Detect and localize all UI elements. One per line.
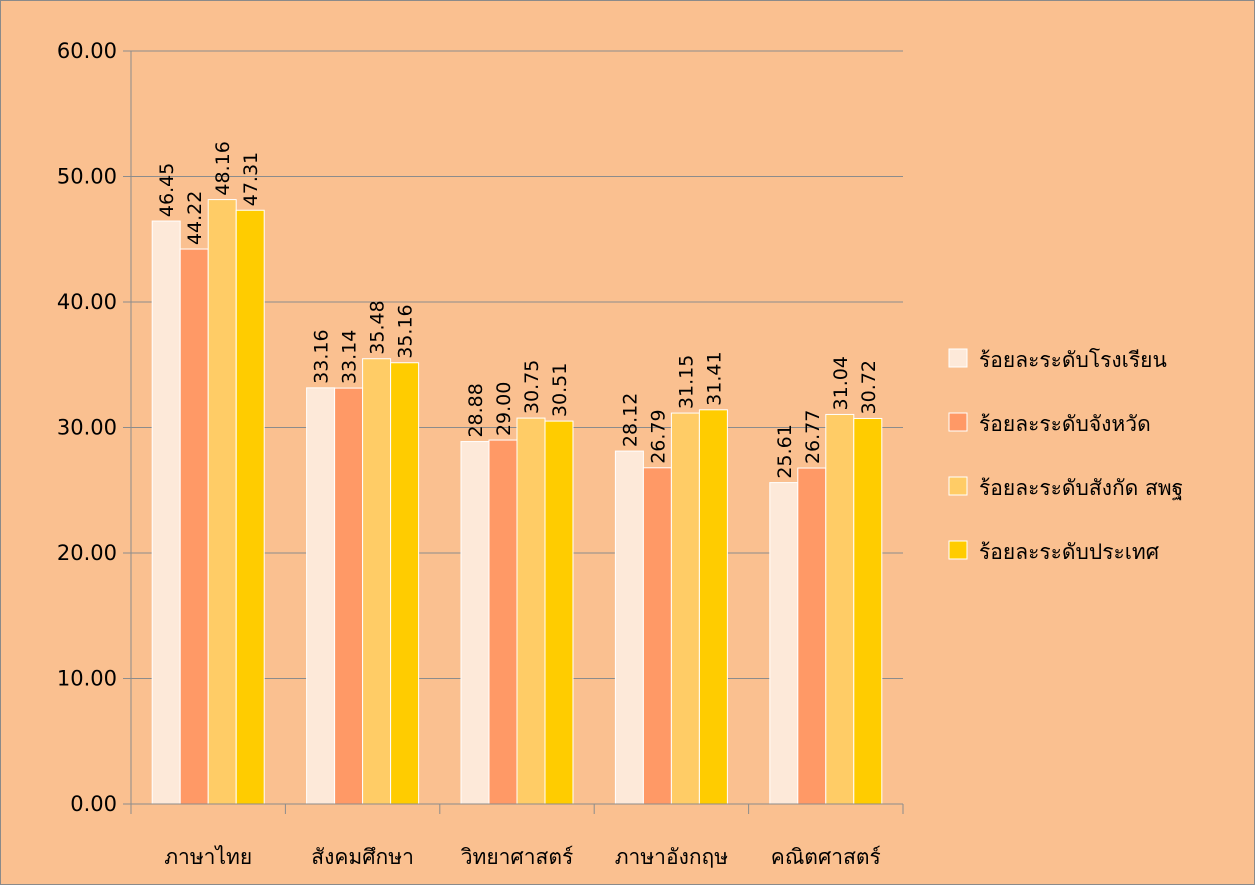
bar	[460, 441, 490, 805]
data-label: 28.12	[619, 393, 641, 447]
bar	[306, 387, 336, 805]
bar	[362, 358, 392, 805]
data-label: 31.15	[675, 355, 697, 409]
bars	[151, 199, 883, 805]
legend-swatch	[948, 348, 968, 368]
bar	[642, 467, 672, 805]
legend: ร้อยละระดับโรงเรียนร้อยละระดับจังหวัดร้อ…	[948, 348, 1183, 564]
y-tick-label: 40.00	[57, 290, 117, 314]
y-tick-label: 30.00	[57, 416, 117, 440]
bar	[614, 450, 644, 805]
bar	[670, 412, 700, 805]
data-label: 30.75	[521, 360, 543, 414]
bar	[334, 387, 364, 805]
bar	[544, 420, 574, 805]
legend-label: ร้อยละระดับจังหวัด	[979, 412, 1151, 436]
bar	[825, 413, 855, 805]
y-tick-label: 10.00	[57, 667, 117, 691]
legend-label: ร้อยละระดับสังกัด สพฐ	[979, 476, 1183, 500]
data-label: 48.16	[212, 141, 234, 195]
y-tick-label: 60.00	[57, 39, 117, 63]
bar	[698, 409, 728, 805]
data-label: 31.41	[703, 351, 725, 405]
data-label: 26.77	[802, 410, 824, 464]
data-label: 44.22	[184, 191, 206, 245]
data-label: 30.72	[858, 360, 880, 414]
category-label: ภาษาไทย	[164, 845, 252, 869]
data-label: 35.48	[367, 300, 389, 354]
data-label: 47.31	[240, 152, 262, 206]
data-label: 25.61	[774, 424, 796, 478]
category-label: วิทยาศาสตร์	[460, 845, 573, 869]
bar	[235, 209, 265, 805]
data-label: 26.79	[647, 409, 669, 463]
data-label: 31.04	[830, 356, 852, 410]
category-label: ภาษาอังกฤษ	[615, 845, 728, 869]
category-label: สังคมศึกษา	[311, 845, 414, 869]
data-label: 35.16	[395, 304, 417, 358]
category-label: คณิตศาสตร์	[771, 845, 881, 869]
data-label: 33.14	[339, 330, 361, 384]
bar	[516, 417, 546, 805]
bar	[207, 199, 237, 805]
legend-label: ร้อยละระดับโรงเรียน	[979, 348, 1167, 372]
bar	[390, 362, 420, 805]
legend-swatch	[948, 412, 968, 432]
bar	[179, 248, 209, 805]
bar	[853, 417, 883, 805]
y-tick-label: 20.00	[57, 541, 117, 565]
bar	[151, 220, 181, 805]
data-labels: 46.45 44.22 48.16 47.31 33.16 33.14 35.48 35.16…	[156, 141, 880, 478]
data-label: 28.88	[465, 383, 487, 437]
y-tick-label: 50.00	[57, 165, 117, 189]
data-label: 29.00	[493, 382, 515, 436]
axes: 0.00 10.00 20.00 30.00 40.00 50.00 60.00 ภาษาไท…	[57, 39, 904, 869]
data-label: 30.51	[549, 363, 571, 417]
legend-swatch	[948, 476, 968, 496]
data-label: 46.45	[156, 163, 178, 217]
legend-label: ร้อยละระดับประเทศ	[979, 540, 1160, 564]
legend-swatch	[948, 540, 968, 560]
y-tick-label: 0.00	[70, 792, 117, 816]
bar	[769, 482, 799, 805]
bar	[488, 439, 518, 805]
data-label: 33.16	[311, 329, 333, 383]
bar	[797, 467, 827, 805]
